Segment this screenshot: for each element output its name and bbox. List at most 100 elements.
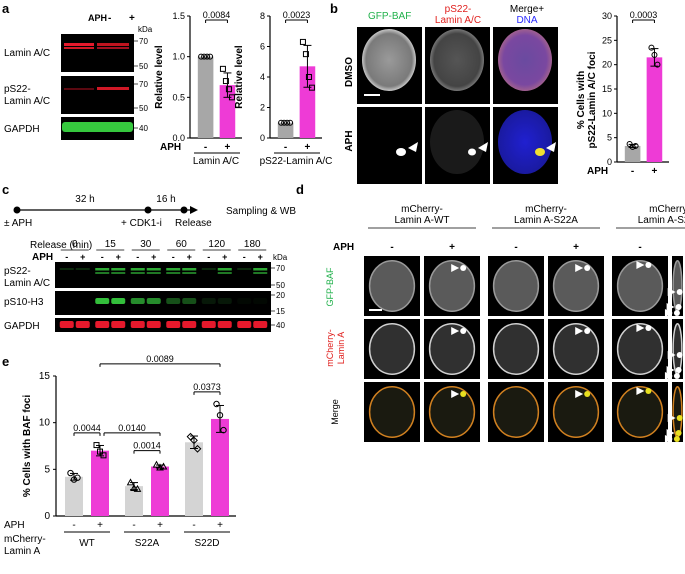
c-aph-sign: + [187, 252, 192, 262]
y-axis-label: Relative level [234, 45, 245, 109]
arrowhead-icon [667, 288, 676, 296]
data-point [654, 61, 661, 68]
c-aph-sign: - [65, 252, 68, 262]
arrowhead-icon [664, 372, 673, 380]
c-marker: 50 [276, 281, 285, 290]
d-micrographs [364, 256, 683, 443]
c-band [59, 321, 74, 328]
y-axis-label: % Cells with BAF foci [22, 395, 33, 497]
b-micrographs [357, 27, 558, 184]
focus [673, 310, 680, 316]
data-point [97, 448, 103, 455]
c-timeline [13, 206, 198, 214]
nucleus [368, 386, 416, 438]
bar [185, 442, 203, 516]
y-tick-label: 0.0 [172, 133, 185, 143]
chart-b: 0 5 10 15 20 25 30 - +0.0003 APH [587, 10, 669, 177]
nucleus [616, 323, 664, 375]
y-tick-label: 0 [607, 157, 612, 167]
c-aph-sign: - [101, 252, 104, 262]
c-band [237, 298, 252, 304]
panel-label-c: c [2, 182, 9, 197]
c-aph-sign: + [116, 252, 121, 262]
d-aph-minus: - [638, 242, 641, 253]
arrowhead-icon [575, 327, 584, 335]
c-time-label: 15 [105, 239, 117, 250]
y-tick-label: 15 [39, 371, 51, 382]
a-aph-plus: + [129, 13, 135, 24]
b-row-aph: APH [344, 130, 355, 151]
nucleus [492, 323, 540, 375]
x-aph-sign: - [192, 520, 195, 531]
nucleus [492, 260, 540, 312]
data-point [651, 51, 658, 58]
c-aph-sign: + [151, 252, 156, 262]
d-headers: mCherry-Lamin A-WT- +mCherry-Lamin A-S22A… [368, 204, 685, 253]
c-band [201, 298, 216, 304]
c-aph-label: APH [32, 252, 53, 263]
a-marker: 40 [139, 124, 148, 133]
c-marker: 20 [276, 291, 285, 300]
data-point [67, 469, 74, 477]
c-release: Release [175, 218, 212, 229]
c-band [95, 298, 110, 304]
x-category-label: pS22-Lamin A/C [260, 156, 333, 167]
panel-label-b: b [330, 1, 338, 16]
focus [676, 415, 683, 421]
nucleus [498, 29, 552, 91]
bar [65, 476, 83, 516]
timeline-dot [144, 206, 152, 214]
a-blot-label: Lamin A/C [4, 48, 50, 59]
c-time-label: 120 [208, 239, 225, 250]
arrowhead-icon [451, 390, 460, 398]
data-point [629, 143, 636, 150]
a-blot-label: Lamin A/C [4, 96, 50, 107]
arrowhead-icon [575, 264, 584, 272]
y-tick-label: 10 [602, 108, 612, 118]
focus [584, 391, 591, 397]
y-tick-label: 15 [602, 84, 612, 94]
c-band [217, 268, 232, 271]
d-group-title: mCherry- [525, 204, 567, 215]
arrowhead-icon [478, 142, 488, 152]
c-blot-label: Lamin A/C [4, 278, 50, 289]
c-band [130, 298, 145, 304]
arrowhead-icon [636, 324, 645, 332]
data-point [284, 119, 291, 126]
a-kda: kDa [138, 25, 153, 34]
focus [675, 430, 682, 436]
d-aph-minus: - [514, 242, 517, 253]
data-point [281, 119, 288, 126]
c-t1: 32 h [75, 194, 94, 205]
c-band [201, 321, 216, 328]
y-tick-label: 0 [260, 133, 265, 143]
data-point [287, 119, 294, 126]
c-band [237, 321, 252, 328]
x-tick-label: + [652, 166, 658, 177]
nucleus [428, 260, 476, 312]
p-value: 0.0003 [630, 10, 658, 20]
c-band [75, 321, 90, 328]
a-band [97, 87, 129, 90]
bar [211, 418, 229, 516]
x-aph-sign: - [72, 520, 75, 531]
bar [197, 56, 214, 138]
c-blot-ps22 [55, 262, 271, 288]
bar [299, 66, 316, 138]
focus [584, 265, 591, 271]
a-marker: 70 [139, 37, 148, 46]
c-time-label: 180 [244, 239, 261, 250]
data-point [74, 474, 81, 481]
c-band [182, 272, 197, 274]
c-blot-h3 [55, 291, 271, 315]
nucleus [552, 260, 600, 312]
c-band [253, 321, 268, 328]
focus [676, 352, 683, 358]
b-col-gfp: GFP-BAF [368, 11, 411, 22]
data-point [213, 400, 220, 408]
focus [535, 148, 545, 156]
focus [460, 328, 467, 334]
baf-focus [396, 148, 406, 156]
y-tick-label: 25 [602, 35, 612, 45]
c-band [130, 272, 145, 274]
